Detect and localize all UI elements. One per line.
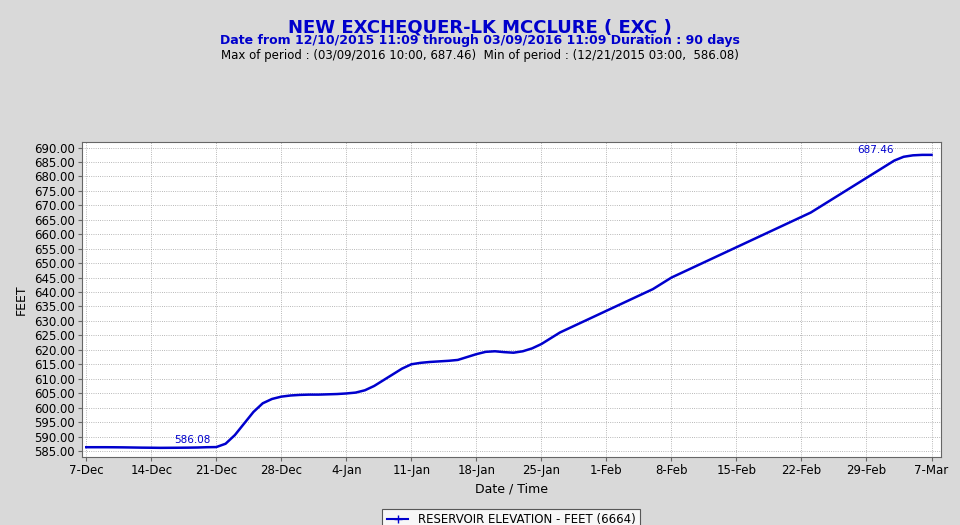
Y-axis label: FEET: FEET xyxy=(15,284,28,314)
RESERVOIR ELEVATION - FEET (6664) xyxy=(925,152,937,158)
RESERVOIR ELEVATION - FEET (6664) xyxy=(591,312,603,318)
RESERVOIR ELEVATION - FEET (6664) xyxy=(155,445,166,451)
RESERVOIR ELEVATION - FEET (6664) xyxy=(796,214,807,220)
RESERVOIR ELEVATION - FEET (6664) xyxy=(712,253,724,259)
Legend: RESERVOIR ELEVATION - FEET (6664): RESERVOIR ELEVATION - FEET (6664) xyxy=(382,509,640,525)
X-axis label: Date / Time: Date / Time xyxy=(474,482,548,495)
RESERVOIR ELEVATION - FEET (6664) xyxy=(81,444,92,450)
Text: Date from 12/10/2015 11:09 through 03/09/2016 11:09 Duration : 90 days: Date from 12/10/2015 11:09 through 03/09… xyxy=(220,34,740,47)
Text: 687.46: 687.46 xyxy=(857,145,894,155)
Text: NEW EXCHEQUER-LK MCCLURE ( EXC ): NEW EXCHEQUER-LK MCCLURE ( EXC ) xyxy=(288,18,672,36)
RESERVOIR ELEVATION - FEET (6664) xyxy=(917,152,928,158)
RESERVOIR ELEVATION - FEET (6664) xyxy=(768,227,780,233)
Line: RESERVOIR ELEVATION - FEET (6664): RESERVOIR ELEVATION - FEET (6664) xyxy=(86,155,931,448)
Text: Max of period : (03/09/2016 10:00, 687.46)  Min of period : (12/21/2015 03:00,  : Max of period : (03/09/2016 10:00, 687.4… xyxy=(221,49,739,62)
RESERVOIR ELEVATION - FEET (6664) xyxy=(749,235,760,242)
Text: 586.08: 586.08 xyxy=(175,435,211,445)
RESERVOIR ELEVATION - FEET (6664) xyxy=(758,231,770,237)
